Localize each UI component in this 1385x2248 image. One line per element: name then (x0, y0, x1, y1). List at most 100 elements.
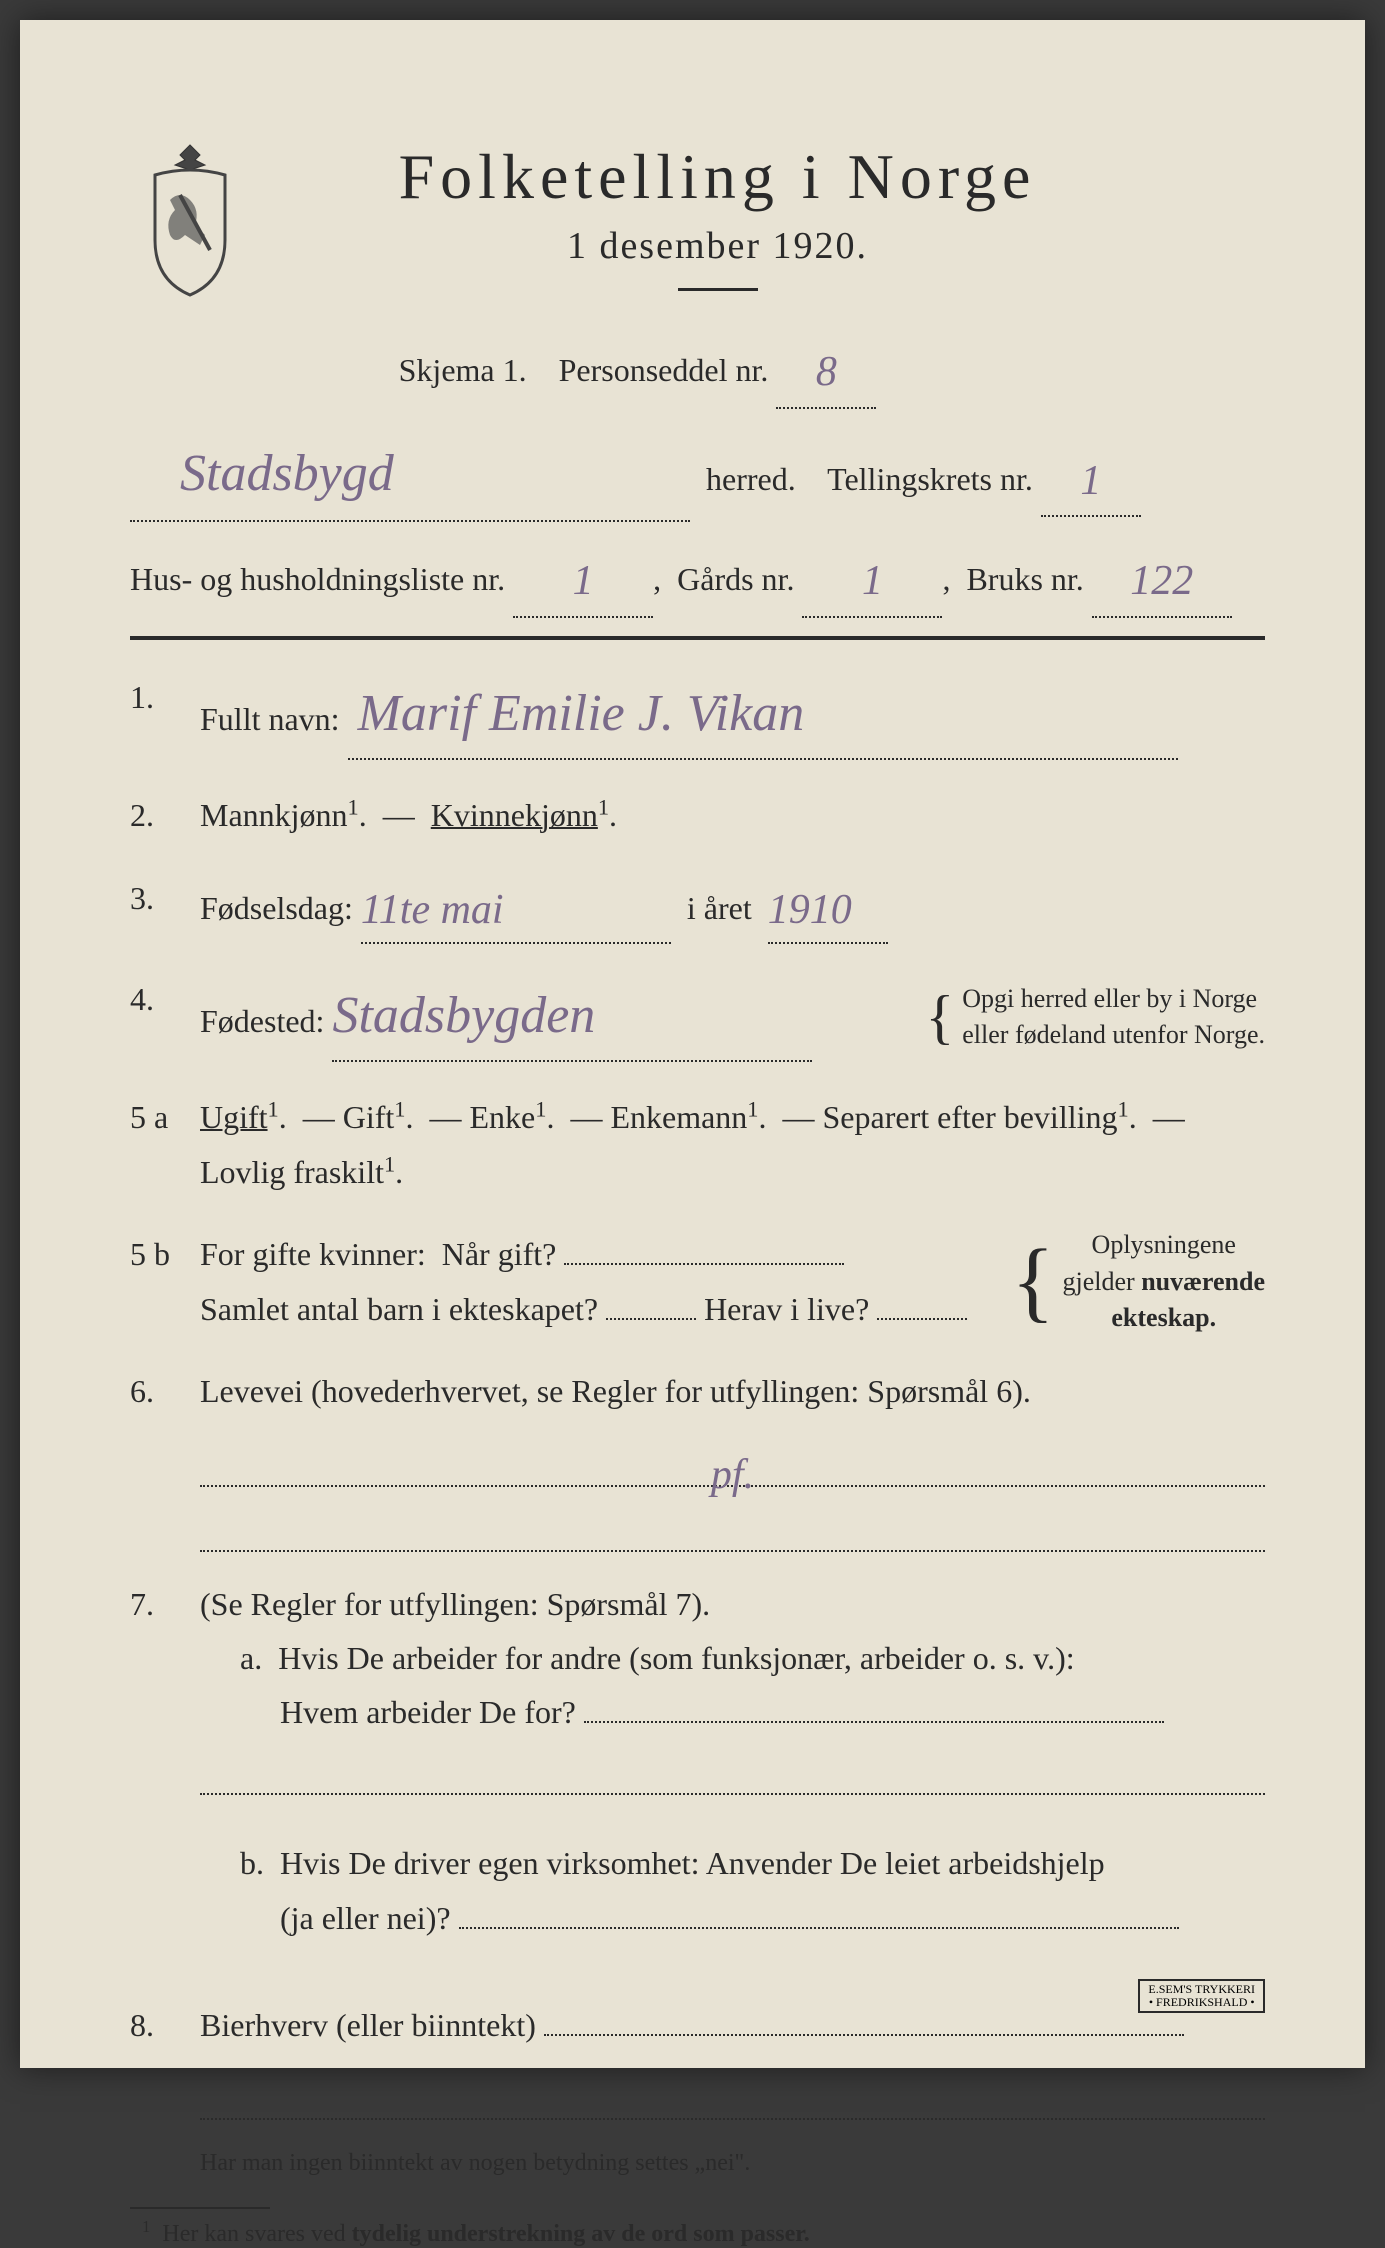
q4-value: Stadsbygden (332, 987, 595, 1044)
q3-label: Fødselsdag: (200, 890, 353, 926)
q1-field: Marif Emilie J. Vikan (348, 670, 1178, 760)
gards-nr: 1 (862, 558, 883, 604)
gards-field: 1 (802, 540, 942, 618)
husliste-nr: 1 (573, 558, 594, 604)
title-block: Folketelling i Norge 1 desember 1920. (290, 140, 1265, 311)
printer-mark: E.SEM'S TRYKKERI • FREDRIKSHALD • (1138, 1979, 1265, 2013)
brace-icon: { (925, 1002, 954, 1032)
q8-num: 8. (130, 1998, 200, 2052)
question-2: 2. Mannkjønn1. — Kvinnekjønn1. (130, 788, 1265, 842)
q1-body: Fullt navn: Marif Emilie J. Vikan (200, 670, 1265, 760)
bruks-nr: 122 (1130, 558, 1193, 604)
q5b-num: 5 b (130, 1227, 200, 1336)
q6-body: Levevei (hovederhvervet, se Regler for u… (200, 1364, 1265, 1418)
q7b-line2: (ja eller nei)? (280, 1900, 451, 1936)
personseddel-nr: 8 (816, 349, 837, 395)
q7a-line2: Hvem arbeider De for? (280, 1694, 576, 1730)
q3-day: 11te mai (361, 887, 504, 933)
q7b-field (459, 1927, 1179, 1929)
q6-value: pf. (711, 1452, 754, 1498)
footer-note: Har man ingen biinntekt av nogen betydni… (130, 2150, 1265, 2177)
q8-body: Bierhverv (eller biinntekt) (200, 1998, 1265, 2052)
skjema-label: Skjema 1. (399, 352, 527, 388)
herred-value: Stadsbygd (180, 445, 394, 502)
q2-mann: Mannkjønn (200, 797, 348, 833)
personseddel-nr-field: 8 (776, 331, 876, 409)
q5b-barn-field (606, 1318, 696, 1320)
q5b-label: For gifte kvinner: (200, 1236, 426, 1272)
q6-num: 6. (130, 1364, 200, 1418)
bruks-label: Bruks nr. (966, 561, 1083, 597)
question-5b: 5 b For gifte kvinner: Når gift? Samlet … (130, 1227, 1265, 1336)
question-1: 1. Fullt navn: Marif Emilie J. Vikan (130, 670, 1265, 760)
q5b-note3: ekteskap. (1111, 1303, 1216, 1332)
q1-value: Marif Emilie J. Vikan (358, 685, 805, 742)
question-3: 3. Fødselsdag: 11te mai i året 1910 (130, 871, 1265, 944)
census-form-page: Folketelling i Norge 1 desember 1920. Sk… (20, 20, 1365, 2068)
q7-num: 7. (130, 1577, 200, 1970)
personseddel-label: Personseddel nr. (559, 352, 769, 388)
brace-icon-2: { (1011, 1259, 1054, 1304)
q5b-nar: Når gift? (442, 1236, 557, 1272)
q3-body: Fødselsdag: 11te mai i året 1910 (200, 871, 1265, 944)
q5a-enke: Enke (470, 1099, 536, 1135)
footnote-text: Her kan svares ved tydelig understreknin… (162, 2221, 809, 2247)
q4-body: Fødested: Stadsbygden { Opgi herred elle… (200, 972, 1265, 1062)
herred-line: Stadsbygd herred. Tellingskrets nr. 1 (130, 427, 1265, 523)
tellingskrets-label: Tellingskrets nr. (827, 461, 1033, 497)
herred-label: herred. (706, 461, 796, 497)
q8-label: Bierhverv (eller biinntekt) (200, 2007, 536, 2043)
footer-note-text: Har man ingen biinntekt av nogen betydni… (200, 2150, 750, 2176)
q7a-line1: Hvis De arbeider for andre (som funksjon… (278, 1640, 1074, 1676)
q5b-ilive: Herav i live? (704, 1291, 869, 1327)
q7a: a. Hvis De arbeider for andre (som funks… (240, 1631, 1265, 1740)
herred-field: Stadsbygd (130, 427, 690, 523)
question-7: 7. (Se Regler for utfyllingen: Spørsmål … (130, 1577, 1265, 1970)
q5b-barn: Samlet antal barn i ekteskapet? (200, 1291, 598, 1327)
q3-year: 1910 (768, 887, 852, 933)
question-5a: 5 a Ugift1. — Gift1. — Enke1. — Enkemann… (130, 1090, 1265, 1199)
header-rule (130, 636, 1265, 640)
q1-label: Fullt navn: (200, 701, 340, 737)
q6-label: Levevei (hovederhvervet, se Regler for u… (200, 1373, 1031, 1409)
q4-field: Stadsbygden (332, 972, 812, 1062)
question-8: 8. Bierhverv (eller biinntekt) (130, 1998, 1265, 2052)
q6-field-1: pf. (200, 1447, 1265, 1487)
gards-label: Gårds nr. (677, 561, 794, 597)
q5b-nar-field (564, 1263, 844, 1265)
footnote-1: 1 Her kan svares ved tydelig understrekn… (130, 2217, 1265, 2248)
q4-label: Fødested: (200, 1003, 324, 1039)
main-title: Folketelling i Norge (290, 140, 1145, 214)
q7b-line1: Hvis De driver egen virksomhet: Anvender… (280, 1845, 1105, 1881)
q5a-lovlig: Lovlig fraskilt (200, 1154, 384, 1190)
q5a-body: Ugift1. — Gift1. — Enke1. — Enkemann1. —… (200, 1090, 1265, 1199)
q2-body: Mannkjønn1. — Kvinnekjønn1. (200, 788, 1265, 842)
q8-field-2 (200, 2080, 1265, 2120)
q4-note: Opgi herred eller by i Norge eller fødel… (962, 981, 1265, 1054)
skjema-line: Skjema 1. Personseddel nr. 8 (130, 331, 1265, 409)
q2-kvinne: Kvinnekjønn (431, 797, 598, 833)
husliste-field: 1 (513, 540, 653, 618)
q5b-ilive-field (877, 1318, 967, 1320)
printer-line2: • FREDRIKSHALD • (1149, 1995, 1255, 2009)
q7-body: (Se Regler for utfyllingen: Spørsmål 7).… (200, 1577, 1265, 1970)
q5a-num: 5 a (130, 1090, 200, 1199)
bruks-field: 122 (1092, 540, 1232, 618)
q2-num: 2. (130, 788, 200, 842)
subtitle: 1 desember 1920. (290, 224, 1145, 268)
q5a-enkemann: Enkemann (610, 1099, 747, 1135)
tellingskrets-nr: 1 (1080, 458, 1101, 504)
q4-note1: Opgi herred eller by i Norge (962, 984, 1257, 1013)
hus-line: Hus- og husholdningsliste nr. 1 , Gårds … (130, 540, 1265, 618)
q5b-note1: Oplysningene (1092, 1230, 1236, 1259)
coat-of-arms-icon (130, 140, 250, 300)
q4-num: 4. (130, 972, 200, 1062)
q5a-separert: Separert efter bevilling (823, 1099, 1118, 1135)
question-6: 6. Levevei (hovederhvervet, se Regler fo… (130, 1364, 1265, 1418)
question-4: 4. Fødested: Stadsbygden { Opgi herred e… (130, 972, 1265, 1062)
q5b-note2: gjelder nuværende (1063, 1267, 1265, 1296)
q3-year-label: i året (687, 890, 752, 926)
q7a-field-2 (200, 1765, 1265, 1795)
q7-label: (Se Regler for utfyllingen: Spørsmål 7). (200, 1586, 710, 1622)
header: Folketelling i Norge 1 desember 1920. (130, 140, 1265, 311)
